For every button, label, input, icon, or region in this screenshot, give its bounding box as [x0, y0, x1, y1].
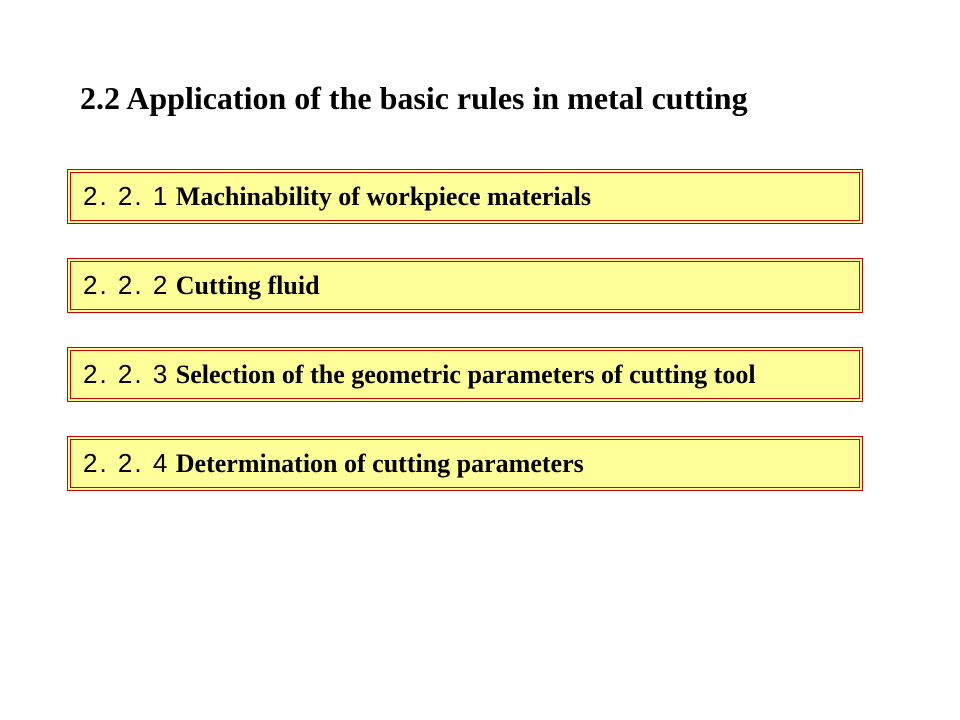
section-title: 2.2 Application of the basic rules in me…	[70, 80, 890, 117]
list-item: 2. 2. 1 Machinability of workpiece mater…	[70, 172, 860, 221]
item-text: Machinability of workpiece materials	[176, 182, 591, 211]
item-text: Selection of the geometric parameters of…	[176, 360, 756, 389]
list-item: 2. 2. 4 Determination of cutting paramet…	[70, 439, 860, 488]
slide-container: 2.2 Application of the basic rules in me…	[0, 0, 960, 488]
item-number: 2. 2. 2	[83, 270, 169, 300]
item-number: 2. 2. 3	[83, 359, 169, 389]
item-number: 2. 2. 1	[83, 181, 169, 211]
list-item: 2. 2. 2 Cutting fluid	[70, 261, 860, 310]
item-number: 2. 2. 4	[83, 448, 169, 478]
item-text: Determination of cutting parameters	[176, 449, 584, 478]
list-item: 2. 2. 3 Selection of the geometric param…	[70, 350, 860, 399]
item-text: Cutting fluid	[176, 271, 320, 300]
